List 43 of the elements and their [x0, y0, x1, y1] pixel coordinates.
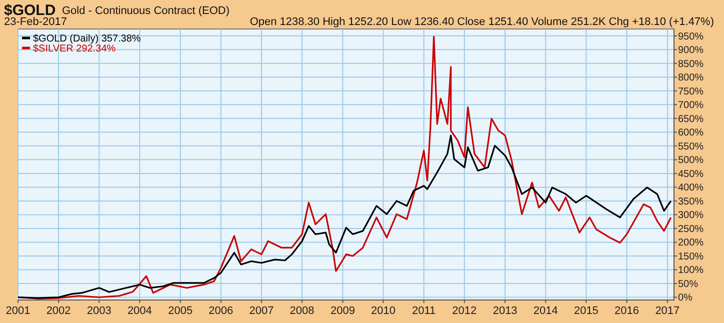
x-tick-label: 2001 [6, 305, 30, 317]
y-tick-label: 700% [678, 100, 704, 112]
y-tick-label: 200% [678, 238, 704, 249]
x-tick-label: 2010 [371, 305, 396, 317]
y-tick-label: 150% [678, 251, 704, 262]
y-tick-label: 850% [678, 58, 704, 70]
x-tick-label: 2006 [208, 305, 234, 317]
text: 23-Feb-2017 [4, 16, 67, 28]
x-tick-label: 2003 [86, 305, 112, 317]
y-tick-label: 600% [678, 128, 704, 139]
y-tick-label: 950% [678, 31, 704, 42]
x-tick-label: 2014 [533, 305, 558, 317]
y-tick-label: 450% [678, 168, 704, 180]
y-tick-label: 650% [678, 114, 704, 125]
x-tick-label: 2008 [290, 305, 314, 317]
x-tick-label: 2017 [655, 305, 680, 317]
y-tick-label: 300% [678, 210, 704, 222]
y-tick-label: 750% [678, 86, 704, 98]
x-tick-label: 2004 [127, 305, 152, 317]
y-tick-label: 100% [678, 265, 704, 276]
y-tick-label: 550% [678, 141, 704, 152]
y-tick-label: 400% [678, 182, 704, 194]
x-tick-label: 2005 [168, 305, 193, 317]
x-tick-label: 2013 [492, 305, 518, 317]
legend-label: $SILVER 292.34% [33, 44, 116, 54]
x-tick-label: 2016 [614, 305, 640, 317]
y-tick-label: 500% [678, 155, 704, 166]
x-tick-label: 2011 [412, 305, 436, 317]
x-tick-label: 2012 [452, 305, 477, 317]
y-tick-label: 0% [678, 292, 693, 304]
chart-subtitle: Gold - Continuous Contract (EOD) [62, 5, 230, 17]
y-tick-label: 800% [678, 72, 704, 84]
x-tick-label: 2009 [330, 305, 355, 317]
y-tick-label: 50% [678, 278, 698, 290]
y-tick-label: 250% [678, 224, 704, 235]
x-tick-label: 2002 [46, 305, 71, 317]
line-series [17, 134, 672, 299]
x-tick-label: 2015 [574, 305, 598, 317]
text: Open 1238.30 High 1252.20 Low 1236.40 Close 1251.40 Volume 251.2K Chg +18.10 (+1.47%) [250, 16, 714, 28]
y-tick-label: 900% [678, 45, 704, 56]
y-tick-label: 350% [678, 196, 704, 208]
legend-label: $GOLD (Daily) 357.38% [33, 34, 141, 44]
x-tick-label: 2007 [249, 305, 274, 317]
